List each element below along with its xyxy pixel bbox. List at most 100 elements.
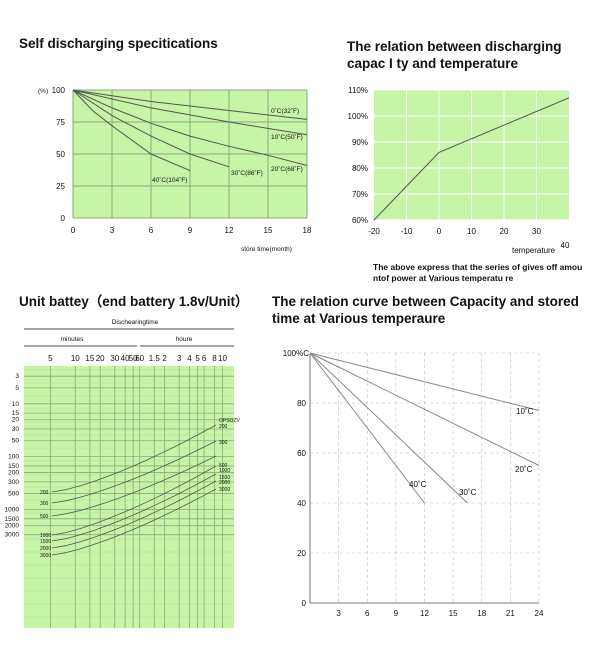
y-tick-label: 300: [8, 479, 19, 486]
y-tick-label: 2000: [5, 522, 20, 529]
y-tick-label: 15: [12, 410, 20, 417]
y-tick-label: 50: [12, 438, 20, 445]
unit-battery-title: Unit battey（end battery 1.8v/Unit）: [19, 294, 249, 309]
x-tick-label: 3: [177, 354, 182, 363]
curve-label: 500: [40, 514, 49, 520]
x-tick-label: 60: [135, 354, 144, 363]
end-label: 3000: [219, 487, 230, 493]
series-line: [309, 352, 468, 504]
y-tick-label: 30: [12, 426, 20, 433]
series-label: 10˚C: [516, 407, 534, 416]
x-tick-label: 40: [121, 354, 130, 363]
series-label: 20˚C: [515, 465, 533, 474]
series-line: [373, 97, 570, 221]
series-line: [51, 455, 217, 517]
plot-area: [24, 366, 234, 628]
x-tick-label: 21: [506, 609, 515, 618]
end-label: OPSOZV: [219, 418, 241, 424]
end-label: 2000: [219, 480, 230, 486]
y-tick-label: 100: [52, 86, 66, 95]
x-tick-label: 15: [449, 609, 458, 618]
y-tick-label: 20: [12, 417, 20, 424]
end-label: 1500: [219, 475, 230, 481]
x-tick-label: 9: [394, 609, 399, 618]
y-tick-label: 60%: [352, 216, 368, 225]
x-tick-label: 30: [532, 227, 541, 236]
y-tick-label: 90%: [352, 138, 368, 147]
x-tick-label: 15: [85, 354, 94, 363]
y-tick-label: 20: [297, 549, 306, 558]
end-label: 200: [219, 424, 228, 430]
end-label: 1000: [219, 468, 230, 474]
curve-label: 300: [40, 501, 49, 507]
x-group-label: minutes: [61, 336, 85, 343]
x-axis-label: store time(month): [241, 246, 292, 253]
y-tick-label: 100%: [348, 112, 368, 121]
x-tick-label: 3: [336, 609, 341, 618]
curve-label: 200: [40, 490, 49, 496]
series-line: [309, 352, 540, 411]
y-tick-label: 80: [297, 399, 306, 408]
x-tick-label: 5: [195, 354, 200, 363]
x-tick-label: 10: [71, 354, 80, 363]
x-tick-label: 9: [188, 226, 193, 235]
series-line: [51, 480, 217, 549]
y-tick-label: 200: [8, 470, 19, 477]
x-tick-label: 3: [110, 226, 115, 235]
y-tick-label: 10: [12, 401, 20, 408]
x-tick-label: 12: [420, 609, 429, 618]
curve-label: 3000: [40, 553, 51, 559]
y-tick-label: 100: [8, 454, 19, 461]
x-tick-label: 6: [365, 609, 370, 618]
y-tick-label: 60: [297, 449, 306, 458]
y-tick-label: 25: [56, 182, 65, 191]
capacity-temp-note: The above express that the series of giv…: [373, 262, 583, 283]
x-tick-label: 50: [129, 354, 138, 363]
y-tick-label: 3000: [5, 532, 20, 539]
capacity-stored-chart: 3 6 9 12 15 18 21 24 100%C 80 60 40 20 0 10˚C 20˚C 30˚C 4…: [283, 349, 544, 618]
series-line: [309, 352, 425, 504]
end-label: 500: [219, 463, 228, 469]
x-tick-label: 20: [96, 354, 105, 363]
y-tick-label: 110%: [348, 86, 368, 95]
series-line: [51, 424, 217, 493]
x-tick-label: 4: [187, 354, 192, 363]
series-line: [51, 488, 217, 556]
x-tick-label: 0: [71, 226, 76, 235]
y-tick-label: 150: [8, 463, 19, 470]
y-tick-label: 40: [297, 499, 306, 508]
self-discharge-chart: 0 3 6 9 12 15 18 100 75 50 25 0 (%) store time(month)…: [38, 86, 312, 253]
end-label: 300: [219, 440, 228, 446]
capacity-stored-title: The relation curve between Capacity and …: [272, 294, 579, 326]
y-tick-label: 500: [8, 491, 19, 498]
capacity-temp-chart: -20 -10 0 10 20 30 40 110% 100% 90% 80% 70% 60% tempe…: [348, 86, 570, 255]
x-tick-label: 10: [218, 354, 227, 363]
y-tick-label: 100%C: [283, 349, 309, 358]
x-tick-label: 5: [48, 354, 53, 363]
series-label: 10˚C(50˚F): [271, 133, 303, 141]
series-line: [309, 352, 540, 466]
x-tick-label: 1.5: [149, 354, 161, 363]
series-label: 40˚C: [409, 480, 427, 489]
x-tick-label: 6: [149, 226, 154, 235]
series-label: 40˚C(104˚F): [152, 176, 187, 184]
x-tick-label: 24: [535, 609, 544, 618]
series-line: [72, 89, 308, 136]
y-tick-label: 75: [56, 118, 65, 127]
x-tick-label: 6: [202, 354, 207, 363]
y-tick-label: 3: [15, 373, 19, 380]
x-tick-label: 12: [225, 226, 234, 235]
x-tick-label: 10: [467, 227, 476, 236]
series-line: [51, 465, 217, 536]
y-tick-label: 50: [56, 150, 65, 159]
series-line: [72, 89, 191, 172]
y-tick-label: 0: [302, 599, 307, 608]
x-axis-label: temperature: [512, 246, 556, 255]
x-tick-label: 2: [162, 354, 167, 363]
series-line: [72, 89, 230, 168]
x-tick-label: -10: [401, 227, 413, 236]
series-line: [72, 89, 308, 120]
x-tick-label: 40: [561, 241, 570, 250]
